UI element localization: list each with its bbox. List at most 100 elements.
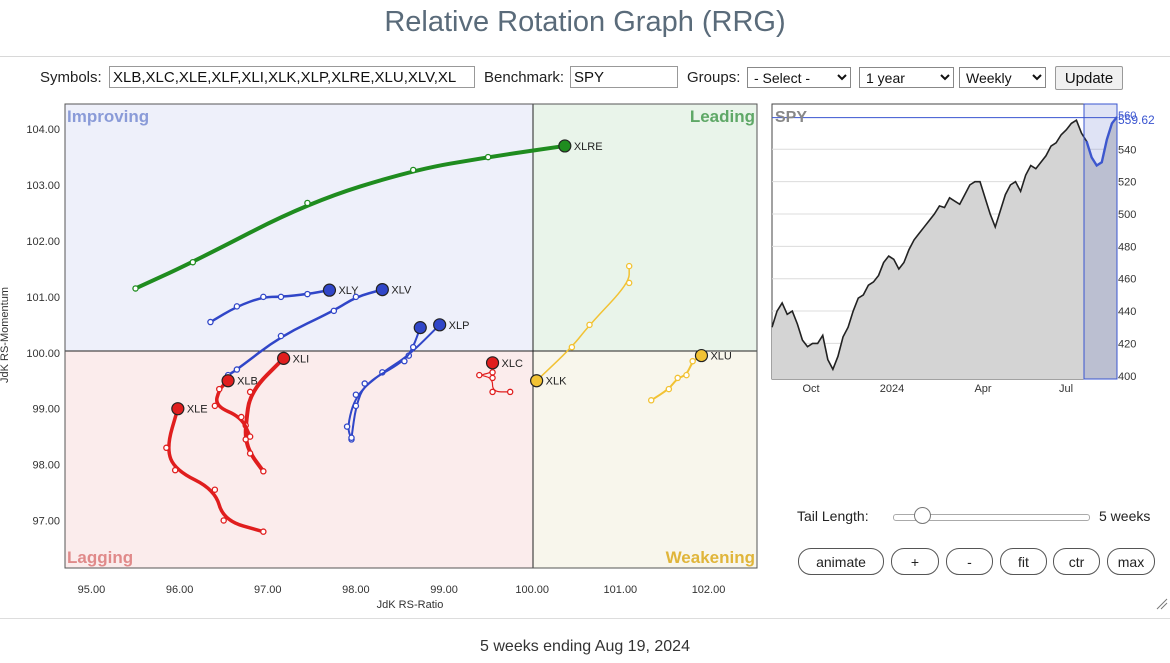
toolbar: Symbols: Benchmark: Groups: - Select - 1… <box>0 64 1170 92</box>
zoom-out-button[interactable]: - <box>946 548 993 575</box>
x-tick-label: 99.00 <box>430 584 458 596</box>
spy-y-tick: 440 <box>1118 306 1136 318</box>
tail-point <box>343 423 351 430</box>
x-tick-label: 95.00 <box>78 584 106 596</box>
title-bar: Relative Rotation Graph (RRG) <box>0 0 1170 57</box>
tail-point <box>246 450 254 457</box>
head-point-xli[interactable] <box>277 351 291 365</box>
tail-xlv-2[interactable] <box>226 288 384 377</box>
interval-select[interactable]: Weekly <box>959 67 1046 88</box>
quadrant-improving <box>65 104 533 351</box>
tail-point <box>506 388 514 396</box>
tail-point <box>242 436 249 443</box>
tail-point <box>260 293 267 301</box>
series-label-xlre: XLRE <box>574 141 603 153</box>
animate-button[interactable]: animate <box>798 548 884 575</box>
spy-x-tick: Oct <box>802 383 819 395</box>
y-tick-label: 99.00 <box>32 404 60 416</box>
head-point-xlc[interactable] <box>485 356 500 370</box>
head-point-xlu[interactable] <box>694 348 709 363</box>
rrg-series-layer[interactable]: XLRE XLY XLV XLP XLI XLB XLE XLC XLK XLU <box>132 139 732 535</box>
benchmark-input[interactable] <box>570 66 678 88</box>
tail-point <box>409 343 417 351</box>
rrg-chart[interactable]: Improving Leading Lagging Weakening 95.0… <box>0 96 770 616</box>
tail-length-label: Tail Length: <box>797 508 869 524</box>
spy-price-line <box>771 116 1118 372</box>
series-label-xlk: XLK <box>546 376 567 388</box>
tail-point <box>211 486 219 493</box>
tail-xlb-4[interactable] <box>350 326 422 439</box>
tail-point <box>260 468 267 475</box>
y-axis-label: JdK RS-Momentum <box>0 287 11 383</box>
y-tick-label: 97.00 <box>32 515 60 527</box>
spy-title: SPY <box>775 109 807 126</box>
head-point-xlre[interactable] <box>558 139 572 153</box>
tail-point <box>330 307 338 315</box>
tail-point <box>489 374 496 382</box>
quadrant-label-leading: Leading <box>690 107 755 126</box>
fit-button[interactable]: fit <box>1000 548 1047 575</box>
tail-point <box>586 321 593 329</box>
tail-point <box>647 397 655 404</box>
tail-point <box>304 199 311 207</box>
quadrant-label-improving: Improving <box>67 107 149 126</box>
period-select[interactable]: 1 year <box>859 67 954 88</box>
tail-point <box>348 434 355 441</box>
head-point-xlv[interactable] <box>375 283 389 297</box>
spy-y-tick: 480 <box>1118 241 1136 253</box>
tail-xlp-3[interactable] <box>347 323 441 441</box>
page-title: Relative Rotation Graph (RRG) <box>384 6 786 38</box>
zoom-in-button[interactable]: + <box>891 548 939 575</box>
resize-grip-icon[interactable] <box>1156 598 1168 610</box>
tail-length-slider-thumb[interactable] <box>914 507 931 524</box>
tail-xlre-0[interactable] <box>133 143 567 291</box>
spy-y-tick: 500 <box>1118 209 1136 221</box>
series-label-xlb: XLB <box>237 376 258 388</box>
head-point-xlp[interactable] <box>433 318 447 332</box>
head-point-xly[interactable] <box>322 283 337 297</box>
quadrant-label-lagging: Lagging <box>67 548 133 567</box>
x-axis-label: JdK RS-Ratio <box>377 599 444 611</box>
head-point-xle[interactable] <box>221 374 235 388</box>
footer-divider <box>0 618 1170 619</box>
spy-area-fill <box>772 116 1117 380</box>
spy-x-tick: 2024 <box>880 383 904 395</box>
tail-point <box>246 433 254 440</box>
center-button[interactable]: ctr <box>1053 548 1100 575</box>
spy-area-layer <box>771 116 1118 380</box>
rrg-axis-ticks: 95.00 96.00 97.00 98.00 99.00 100.00 101.00 102… <box>26 124 725 596</box>
series-label-xly: XLY <box>338 285 359 297</box>
groups-label: Groups: <box>687 69 741 86</box>
tail-point <box>233 366 241 373</box>
y-tick-label: 101.00 <box>26 292 60 304</box>
y-tick-label: 103.00 <box>26 180 60 192</box>
series-label-xlp: XLP <box>449 320 470 332</box>
symbols-input[interactable] <box>109 66 475 88</box>
maximize-button[interactable]: max <box>1107 548 1155 575</box>
update-button[interactable]: Update <box>1055 66 1123 90</box>
y-tick-label: 98.00 <box>32 460 60 472</box>
tail-xlb-6[interactable] <box>167 406 266 534</box>
tail-point <box>238 413 245 421</box>
spy-highlight-window <box>1083 103 1118 380</box>
head-point-xlb[interactable] <box>171 402 185 416</box>
tail-length-slider-track[interactable] <box>893 514 1090 521</box>
tail-point <box>352 391 360 398</box>
spy-y-tick: 420 <box>1118 338 1136 350</box>
head-point-xlk[interactable] <box>530 374 544 388</box>
tail-point <box>171 466 179 474</box>
groups-select[interactable]: - Select - <box>747 67 851 88</box>
tail-point <box>260 528 267 535</box>
quadrant-lagging <box>65 351 533 568</box>
head-point-xlb[interactable] <box>413 321 427 335</box>
tail-point <box>163 444 170 452</box>
tail-point <box>216 385 223 393</box>
series-label-xlv: XLV <box>391 285 412 297</box>
tail-point <box>189 258 197 266</box>
tail-point <box>683 371 690 379</box>
x-tick-label: 98.00 <box>342 584 370 596</box>
tail-point <box>352 293 360 301</box>
tail-point <box>246 388 254 396</box>
tail-point <box>409 166 417 174</box>
spy-y-tick: 540 <box>1118 144 1136 156</box>
